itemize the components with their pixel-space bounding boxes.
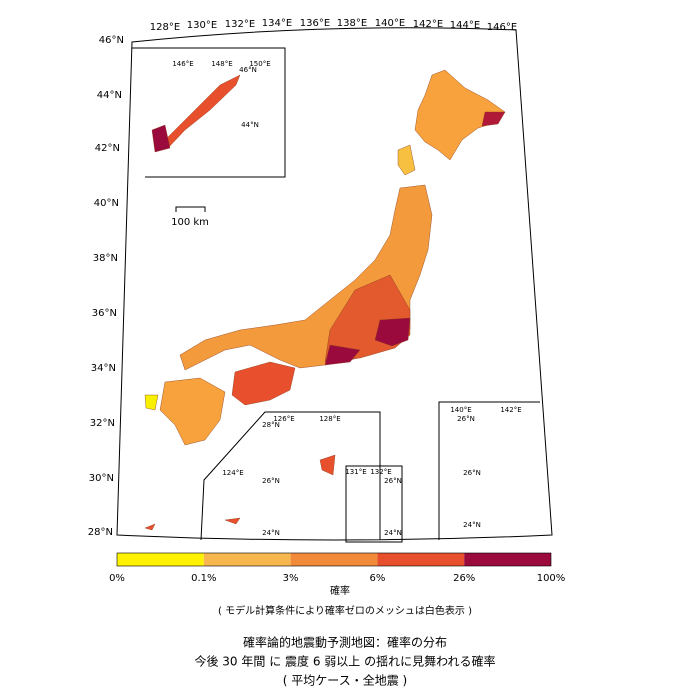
- inset-north-label: 44°N: [241, 121, 259, 129]
- legend-swatch: [377, 553, 465, 566]
- inset-ogasawara-label: 24°N: [463, 521, 481, 529]
- inset-north-label: 150°E: [249, 60, 270, 68]
- legend-label: 6%: [369, 573, 385, 584]
- lat-label: 30°N: [89, 473, 114, 484]
- lat-label: 42°N: [95, 143, 120, 154]
- inset-north-frame: [132, 47, 286, 178]
- lat-label: 32°N: [90, 418, 115, 429]
- inset-daito-label: 132°E: [370, 468, 391, 476]
- lat-label: 44°N: [97, 90, 122, 101]
- title-line2: 今後 30 年間 に 震度 6 弱以上 の揺れに見舞われる確率: [194, 654, 495, 669]
- inset-daito-label: 131°E: [345, 468, 366, 476]
- title-line1: 確率論的地震動予測地図：確率の分布: [243, 635, 447, 650]
- lat-label: 36°N: [92, 308, 117, 319]
- inset-north-label: 148°E: [211, 60, 232, 68]
- lon-label: 140°E: [375, 18, 405, 29]
- inset-ogasawara-label: 26°N: [457, 415, 475, 423]
- lon-label: 136°E: [300, 18, 330, 29]
- frames: [116, 27, 553, 543]
- lat-label: 34°N: [91, 363, 116, 374]
- inset-daito-label: 26°N: [384, 477, 402, 485]
- legend-label: 0%: [109, 573, 125, 584]
- inset-ogasawara-label: 26°N: [463, 469, 481, 477]
- inset-south-label: 124°E: [222, 469, 243, 477]
- inset-ogasawara-frame: [438, 401, 540, 540]
- legend-swatch: [203, 553, 291, 566]
- lon-label: 138°E: [337, 18, 367, 29]
- legend-label: 3%: [283, 573, 299, 584]
- lon-label: 142°E: [413, 19, 443, 30]
- lon-label: 128°E: [150, 22, 180, 33]
- inset-south-label: 24°N: [262, 529, 280, 537]
- legend-title: 確率: [330, 584, 350, 597]
- inset-ogasawara-label: 142°E: [500, 406, 521, 414]
- lon-label: 130°E: [187, 20, 217, 31]
- land: [144, 69, 506, 531]
- lon-label: 144°E: [450, 20, 480, 31]
- lon-label: 146°E: [487, 22, 517, 33]
- scale-bar: [175, 206, 206, 212]
- legend-label: 26%: [453, 573, 475, 584]
- inset-ogasawara-label: 140°E: [450, 406, 471, 414]
- inset-south-frame: [200, 411, 381, 541]
- lon-label: 132°E: [225, 19, 255, 30]
- scale-label: 100 km: [171, 217, 209, 228]
- lat-label: 28°N: [88, 527, 113, 538]
- inset-south-label: 28°N: [262, 421, 280, 429]
- legend-swatch: [464, 553, 551, 566]
- legend-border: [116, 552, 552, 567]
- inset-south-label: 128°E: [319, 415, 340, 423]
- legend-swatch: [117, 553, 204, 566]
- lat-label: 46°N: [99, 35, 124, 46]
- title-line3: ( 平均ケース・全地震 ): [283, 673, 407, 688]
- legend-label: 0.1%: [191, 573, 216, 584]
- lat-label: 40°N: [94, 198, 119, 209]
- inset-daito-label: 24°N: [384, 529, 402, 537]
- inset-south-label: 26°N: [262, 477, 280, 485]
- inset-south-label: 126°E: [273, 415, 294, 423]
- lon-label: 134°E: [262, 18, 292, 29]
- lat-label: 38°N: [93, 253, 118, 264]
- legend-label: 100%: [537, 573, 566, 584]
- note: ( モデル計算条件により確率ゼロのメッシュは白色表示 ): [218, 604, 472, 617]
- inset-daito-frame: [345, 465, 403, 543]
- map-frame: [116, 27, 553, 541]
- inset-north-label: 146°E: [172, 60, 193, 68]
- inset-north-label: 46°N: [239, 66, 257, 74]
- legend-swatch: [290, 553, 378, 566]
